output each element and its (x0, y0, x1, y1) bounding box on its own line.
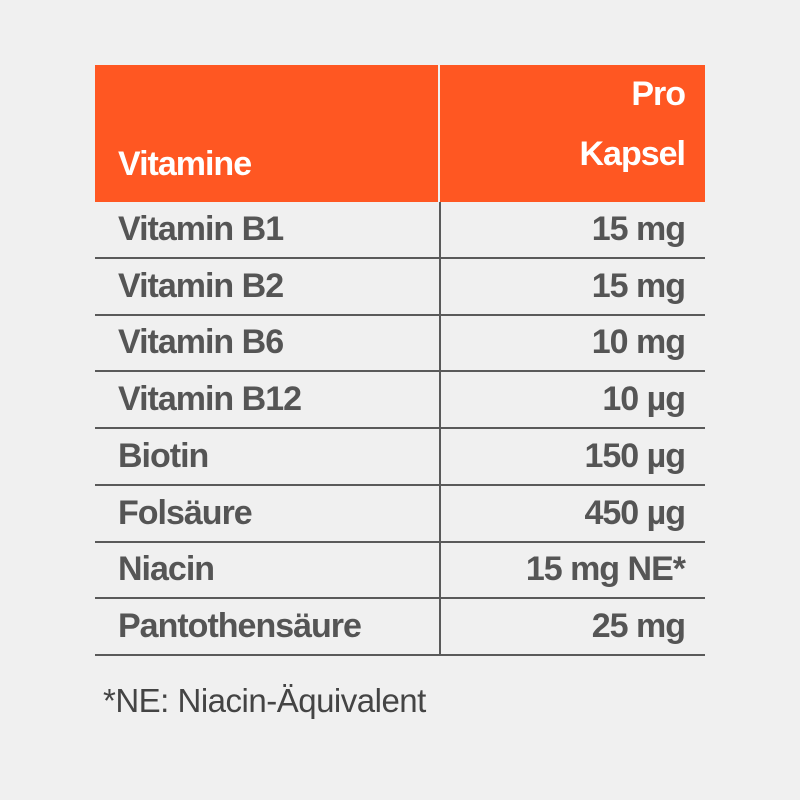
vitamin-amount: 450 µg (584, 493, 686, 532)
header-vitamine: Vitamine (95, 65, 440, 202)
vitamin-name: Vitamin B2 (95, 258, 441, 314)
table-row: Biotin 150 µg (95, 429, 705, 486)
vitamin-name: Biotin (95, 429, 441, 484)
vitamin-name: Niacin (95, 542, 441, 598)
vitamin-amount: 150 µg (584, 436, 686, 475)
vitamin-amount: 10 µg (602, 380, 686, 419)
table-row: Vitamin B1 15 mg (95, 202, 705, 259)
vitamin-name: Folsäure (95, 485, 441, 541)
header-pro-kapsel: Pro Kapsel (440, 65, 705, 202)
footnote: *NE: Niacin-Äquivalent (103, 682, 426, 719)
vitamin-name: Vitamin B6 (95, 315, 441, 371)
vitamin-name: Vitamin B12 (95, 372, 441, 427)
vitamin-name: Vitamin B1 (95, 202, 441, 257)
table-header: Vitamine Pro Kapsel (95, 65, 705, 202)
table-row: Vitamin B2 15 mg (95, 258, 705, 316)
vitamin-amount: 15 mg (591, 209, 686, 248)
header-kapsel: Kapsel (579, 135, 686, 173)
vitamin-amount: 25 mg (591, 607, 686, 646)
vitamin-amount: 15 mg NE* (525, 550, 686, 589)
vitamin-table: Vitamine Pro Kapsel Vitamin B1 15 mg Vitam… (95, 65, 705, 656)
vitamin-amount: 10 mg (591, 323, 686, 362)
vitamin-amount: 15 mg (591, 266, 686, 305)
table-row: Folsäure 450 µg (95, 485, 705, 543)
table-row: Pantothensäure 25 mg (95, 599, 705, 656)
vitamin-name: Pantothensäure (95, 599, 441, 654)
table-row: Niacin 15 mg NE* (95, 542, 705, 600)
table-row: Vitamin B12 10 µg (95, 372, 705, 429)
header-pro: Pro (631, 75, 686, 113)
table-row: Vitamin B6 10 mg (95, 315, 705, 373)
